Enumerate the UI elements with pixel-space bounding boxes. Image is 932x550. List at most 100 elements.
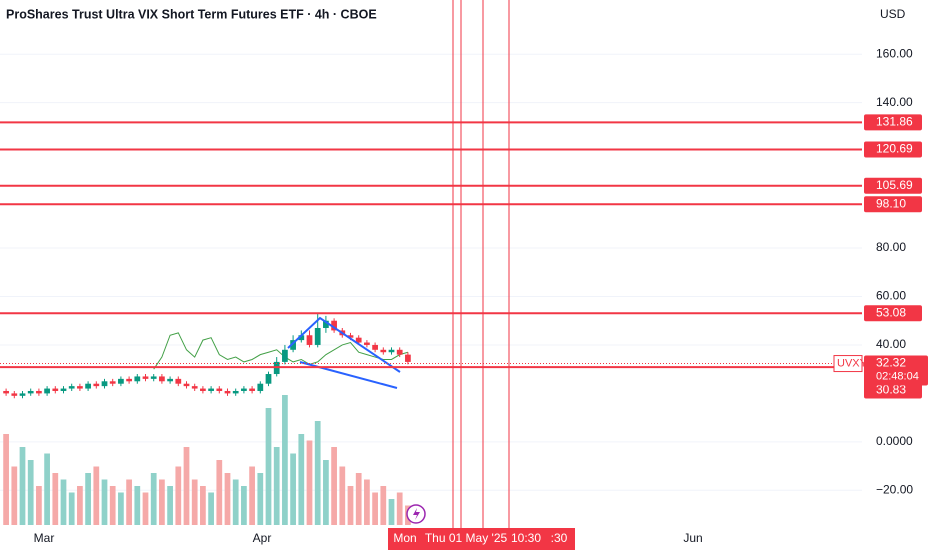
candle-body <box>249 388 255 391</box>
volume-bar <box>331 447 337 525</box>
volume-bar <box>60 479 67 525</box>
x-label: 10:30 <box>511 531 541 545</box>
chart-title: ProShares Trust Ultra VIX Short Term Fut… <box>6 7 377 21</box>
candle-body <box>85 383 91 389</box>
candle-body <box>306 335 313 345</box>
volume-bar <box>323 460 329 525</box>
price-tag <box>864 114 922 131</box>
price-tag-label: 131.86 <box>876 115 913 129</box>
candle-body <box>159 376 165 382</box>
symbol-label: UVXY <box>837 357 868 369</box>
volume-bar <box>290 453 296 525</box>
volume-bar <box>85 473 91 525</box>
candle-body <box>208 388 214 391</box>
volume-bar <box>77 486 83 525</box>
vertical-lines <box>452 0 510 528</box>
volume-bar <box>380 486 387 525</box>
candle-body <box>175 378 182 384</box>
x-label: Jun <box>683 531 702 545</box>
currency: USD <box>880 7 906 21</box>
volume-bar <box>273 447 280 525</box>
candle-body <box>167 378 173 382</box>
candle-body <box>364 342 370 345</box>
volume-bar <box>396 492 403 525</box>
candle-body <box>134 376 141 382</box>
volume-bar <box>249 466 255 525</box>
candle-body <box>347 335 354 338</box>
volume-bar <box>44 453 50 525</box>
candle-body <box>298 335 305 341</box>
volume-bar <box>265 408 272 525</box>
volume-bar <box>314 421 321 525</box>
price-tag <box>864 196 922 213</box>
candle-body <box>3 390 9 394</box>
candle-body <box>224 390 231 394</box>
volume-bar <box>355 473 362 525</box>
volume-bar <box>175 466 182 525</box>
candle-body <box>183 383 190 387</box>
candle-body <box>191 386 198 389</box>
volume-bar <box>388 499 395 525</box>
price-tag <box>864 141 922 158</box>
candle-body <box>372 344 378 350</box>
volume-bar <box>142 492 149 525</box>
volume-bar <box>224 473 231 525</box>
volume-bar <box>191 479 198 525</box>
symbol-tag <box>833 355 863 373</box>
candle-body <box>27 390 34 394</box>
candle-body <box>232 390 239 394</box>
candle-body <box>388 349 395 353</box>
candle-body <box>257 383 264 391</box>
x-label: Mar <box>34 531 55 545</box>
y-tick-label: 80.00 <box>876 240 906 254</box>
candle-body <box>200 388 206 391</box>
volume-bar <box>134 486 141 525</box>
volume-bar <box>216 460 223 525</box>
candle-body <box>109 381 116 384</box>
trend-line <box>287 316 401 373</box>
candle-body <box>150 376 157 379</box>
volume-bar <box>3 434 9 525</box>
candle-body <box>60 388 67 391</box>
volume-bar <box>167 486 173 525</box>
grid <box>0 53 862 491</box>
event-icon-glyph <box>413 508 420 520</box>
candle-body <box>93 383 100 387</box>
volume-bar <box>282 395 288 525</box>
candle-body <box>118 378 124 384</box>
candle-body <box>216 388 223 391</box>
x-label: :30 <box>551 531 568 545</box>
x-label: Thu 01 May '25 <box>425 531 508 545</box>
candle-body <box>19 393 26 396</box>
volume-bar <box>11 466 18 525</box>
y-tick-label: −20.00 <box>876 482 913 496</box>
indicator <box>153 332 409 370</box>
volume-bar <box>339 466 346 525</box>
volume-bar <box>159 479 165 525</box>
candle-body <box>68 386 75 389</box>
volume-bar <box>150 473 157 525</box>
candle-body <box>126 378 132 382</box>
y-tick-label: 60.00 <box>876 289 906 303</box>
volume-bar <box>93 466 100 525</box>
price-tag <box>864 177 922 194</box>
candle-body <box>331 320 337 331</box>
price-tag-label: 105.69 <box>876 178 913 192</box>
y-tick-label: 140.00 <box>876 95 913 109</box>
candle-body <box>77 386 83 389</box>
candle-body <box>265 374 272 384</box>
volume-bar <box>232 479 239 525</box>
last-price-label: 32.32 <box>876 356 906 370</box>
volume-bar <box>68 492 75 525</box>
candle-body <box>355 337 362 343</box>
volume-bar <box>364 479 370 525</box>
volume-bar <box>200 486 206 525</box>
volume-bar <box>52 473 59 525</box>
time-highlight <box>388 528 575 550</box>
candle-body <box>290 340 296 350</box>
volume-bar <box>306 440 313 525</box>
price-tag-label: 30.83 <box>876 383 906 397</box>
volume-bar <box>372 492 378 525</box>
